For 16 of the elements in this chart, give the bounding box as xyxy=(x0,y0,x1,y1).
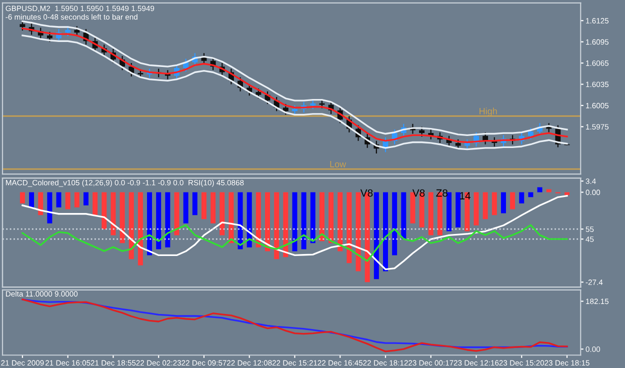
annotation: Z8 xyxy=(436,189,448,197)
ref-line-label: High xyxy=(480,108,497,116)
candlestick xyxy=(256,88,262,99)
candlestick xyxy=(419,126,425,138)
candlestick xyxy=(310,99,316,110)
candlestick xyxy=(46,31,52,42)
candlestick xyxy=(20,20,26,32)
candlestick xyxy=(282,104,288,116)
line-series xyxy=(22,224,568,262)
candlestick xyxy=(292,104,298,116)
candlestick xyxy=(528,128,534,140)
annotation: V8 xyxy=(360,189,373,197)
ref-line-label: Low xyxy=(330,161,346,168)
annotation: V8 xyxy=(412,189,425,197)
candlestick xyxy=(464,138,470,150)
candlestick xyxy=(455,138,461,150)
